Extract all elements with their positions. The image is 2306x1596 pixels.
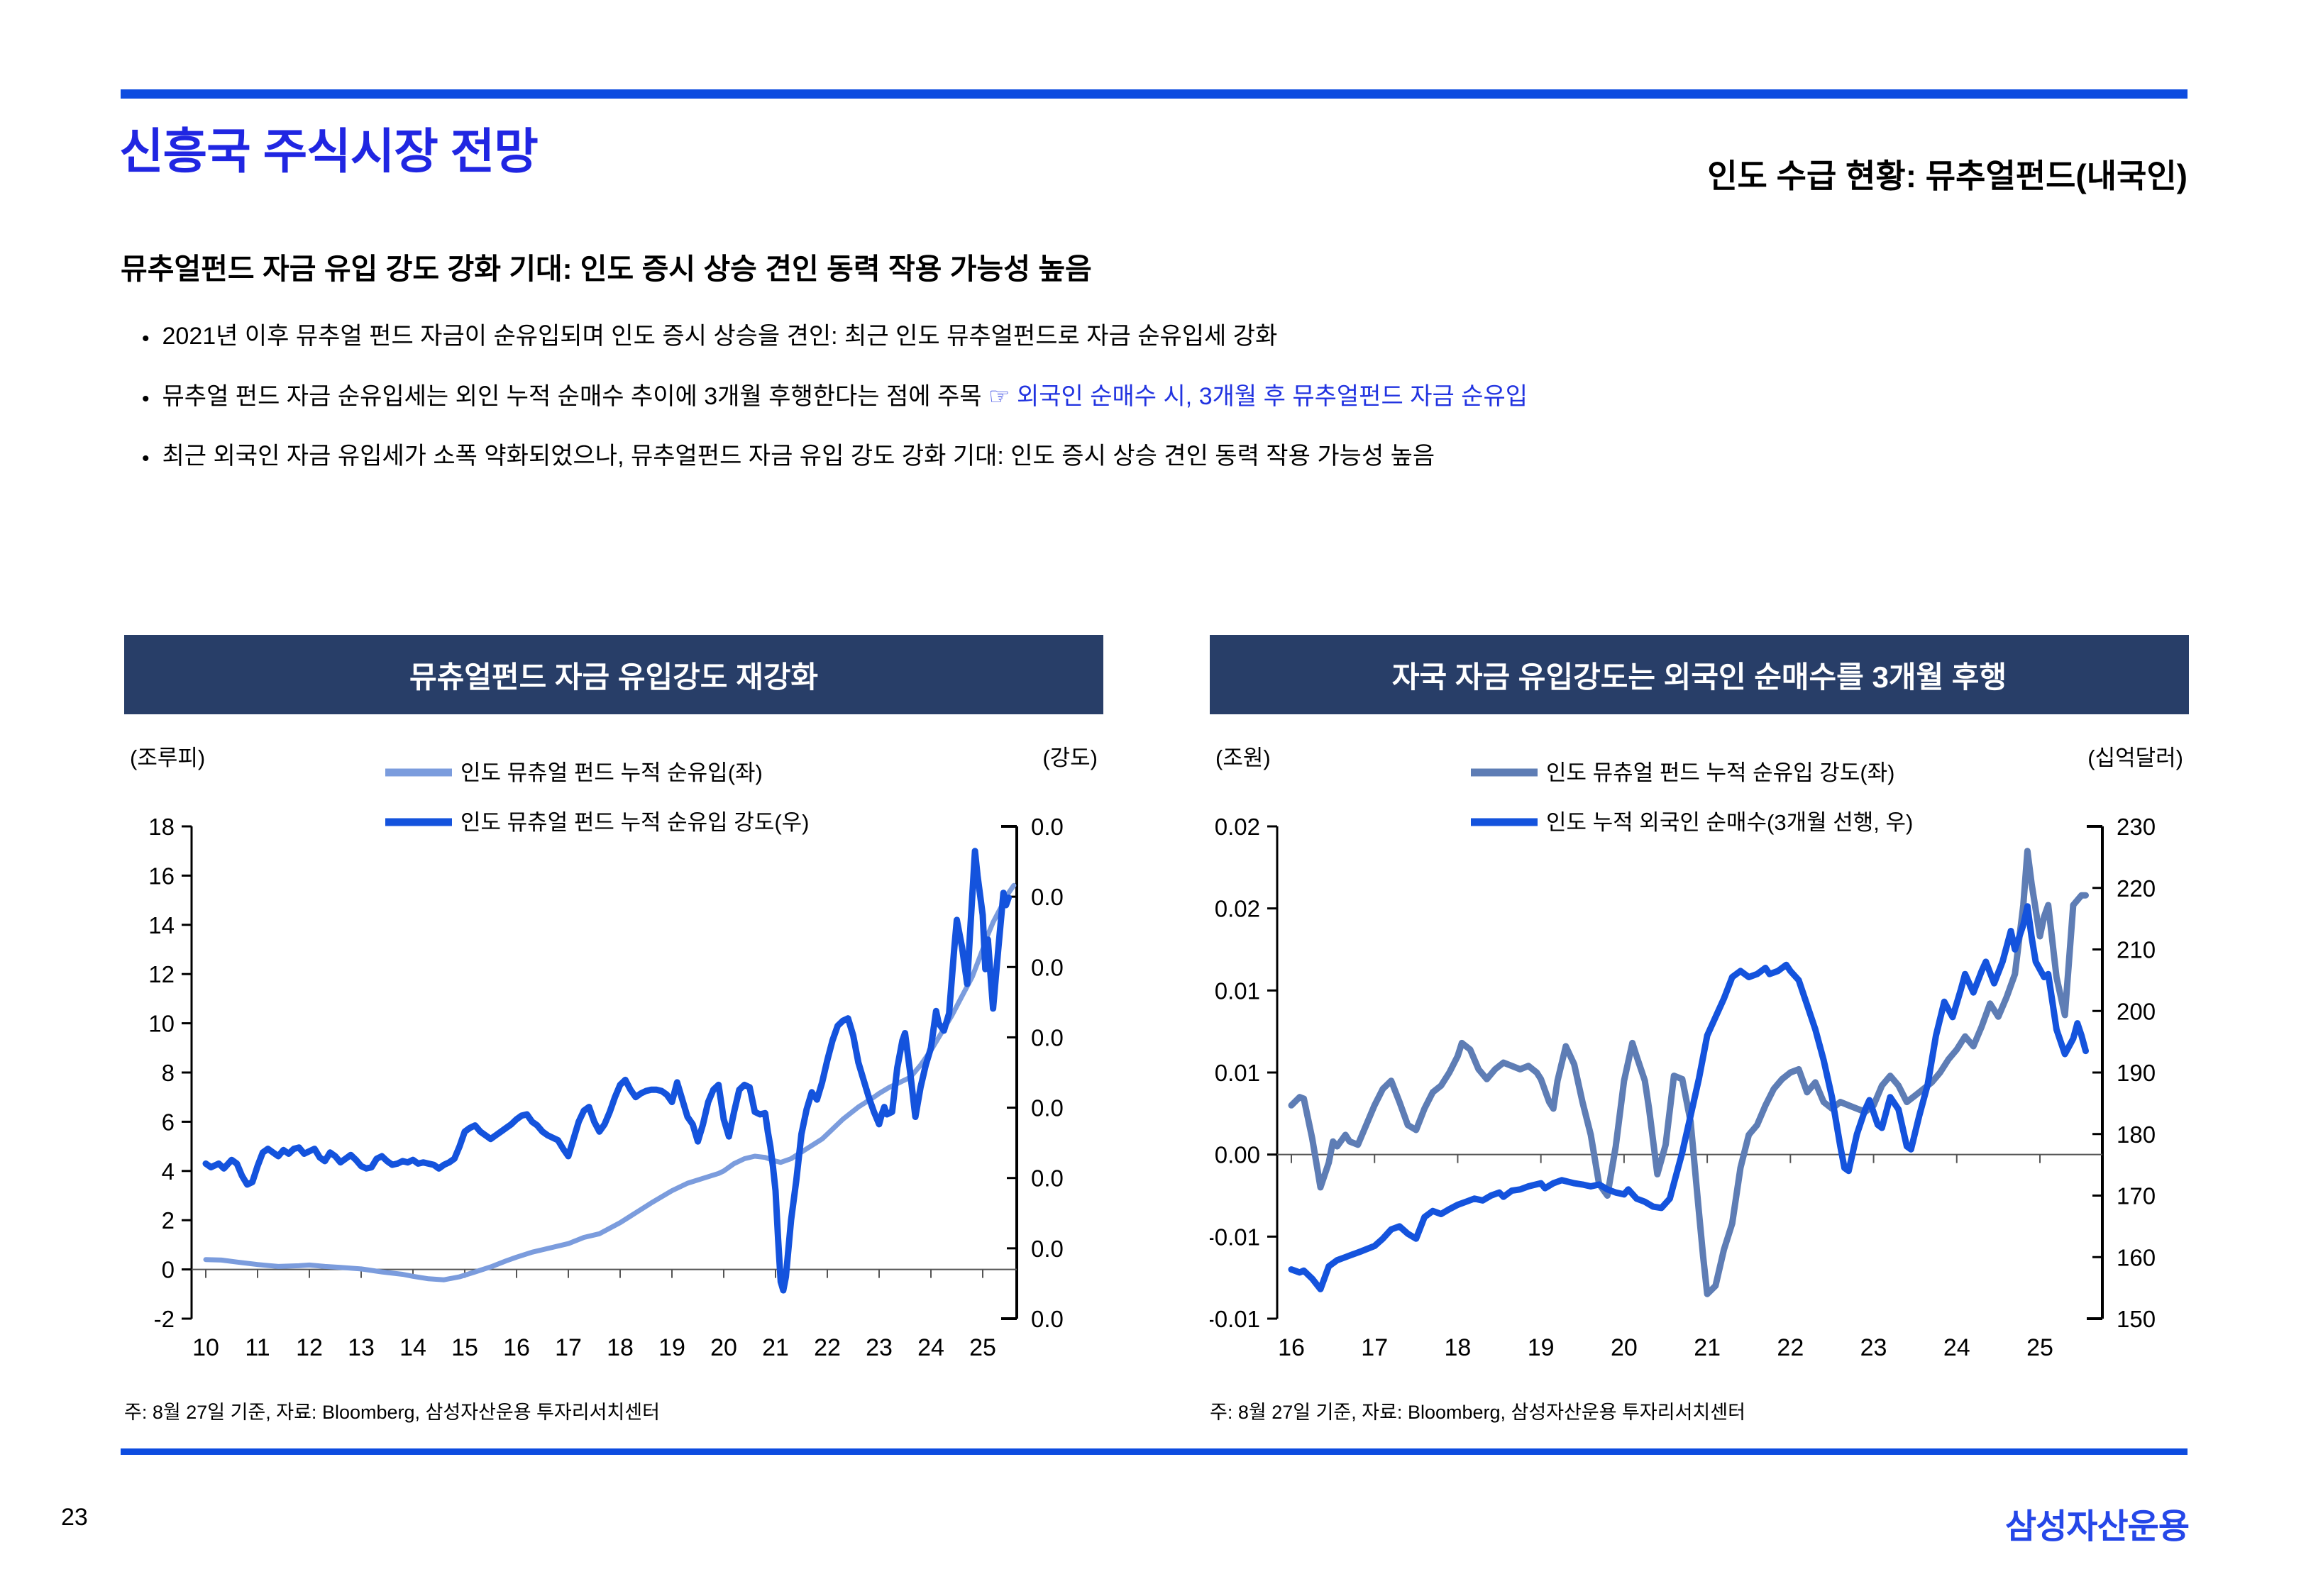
bullet-highlight-text: ☞ 외국인 순매수 시, 3개월 후 뮤추얼펀드 자금 순유입 [988, 382, 1528, 410]
svg-text:20: 20 [710, 1334, 737, 1361]
svg-text:인도 뮤츄얼 펀드 누적 순유입(좌): 인도 뮤츄얼 펀드 누적 순유입(좌) [460, 760, 763, 785]
svg-text:(조루피): (조루피) [130, 746, 205, 770]
svg-text:13: 13 [348, 1334, 375, 1361]
svg-text:0.00: 0.00 [1215, 1142, 1260, 1168]
svg-text:0.02: 0.02 [1215, 896, 1260, 922]
svg-text:인도 누적 외국인 순매수(3개월 선행, 우): 인도 누적 외국인 순매수(3개월 선행, 우) [1546, 810, 1913, 835]
left-chart-title-bar: 뮤츄얼펀드 자금 유입강도 재강화 [124, 635, 1103, 714]
svg-text:18: 18 [1445, 1334, 1472, 1361]
svg-text:24: 24 [1943, 1334, 1970, 1361]
bullet-text: 최근 외국인 자금 유입세가 소폭 약화되었으나, 뮤추얼펀드 자금 유입 강도… [162, 443, 1435, 470]
svg-text:23: 23 [1860, 1334, 1887, 1361]
svg-text:(조원): (조원) [1215, 746, 1271, 770]
svg-text:0.01: 0.01 [1215, 1060, 1260, 1086]
svg-text:0: 0 [162, 1257, 175, 1283]
svg-text:-0.01: -0.01 [1210, 1224, 1260, 1250]
svg-text:2: 2 [162, 1207, 175, 1234]
svg-text:18: 18 [607, 1334, 634, 1361]
svg-text:(강도): (강도) [1042, 746, 1098, 770]
svg-text:-2: -2 [154, 1306, 175, 1332]
svg-text:23: 23 [866, 1334, 893, 1361]
svg-text:220: 220 [2117, 875, 2156, 902]
bullet-item: • 뮤추얼 펀드 자금 순유입세는 외인 누적 순매수 추이에 3개월 후행한다는… [142, 381, 2200, 414]
svg-text:160: 160 [2117, 1244, 2156, 1270]
svg-text:25: 25 [2026, 1334, 2053, 1361]
svg-text:0.0: 0.0 [1031, 1165, 1064, 1192]
svg-text:-0.01: -0.01 [1210, 1306, 1260, 1332]
right-chart-title-bar: 자국 자금 유입강도는 외국인 순매수를 3개월 후행 [1210, 635, 2189, 714]
svg-text:16: 16 [503, 1334, 530, 1361]
page-number: 23 [61, 1504, 88, 1531]
svg-text:17: 17 [1361, 1334, 1388, 1361]
svg-text:16: 16 [1278, 1334, 1305, 1361]
bullet-item: • 최근 외국인 자금 유입세가 소폭 약화되었으나, 뮤추얼펀드 자금 유입 강… [142, 440, 2200, 474]
svg-text:인도 뮤츄얼 펀드 누적 순유입 강도(우): 인도 뮤츄얼 펀드 누적 순유입 강도(우) [460, 810, 810, 835]
svg-text:200: 200 [2117, 998, 2156, 1024]
svg-text:12: 12 [148, 961, 175, 987]
svg-text:14: 14 [399, 1334, 426, 1361]
svg-text:25: 25 [969, 1334, 996, 1361]
svg-text:12: 12 [296, 1334, 323, 1361]
svg-text:0.0: 0.0 [1031, 1024, 1064, 1051]
svg-text:4: 4 [162, 1158, 175, 1185]
svg-text:15: 15 [451, 1334, 478, 1361]
svg-text:17: 17 [555, 1334, 582, 1361]
bullet-marker: • [142, 387, 150, 411]
section-subtitle-right: 인도 수급 현황: 뮤추얼펀드(내국인) [1707, 157, 2188, 194]
svg-text:21: 21 [762, 1334, 789, 1361]
svg-text:0.0: 0.0 [1031, 954, 1064, 980]
svg-text:0.0: 0.0 [1031, 1095, 1064, 1121]
right-chart-svg: (조원) (십억달러) 인도 뮤츄얼 펀드 누적 순유입 강도(좌) 인도 누적 외국… [1210, 746, 2183, 1361]
bullet-marker: • [142, 327, 150, 350]
page-title: 신흥국 주식시장 전망 [119, 125, 539, 179]
top-divider-rule [121, 89, 2188, 99]
svg-text:(십억달러): (십억달러) [2087, 746, 2183, 770]
bullet-marker: • [142, 447, 150, 470]
svg-text:19: 19 [1528, 1334, 1555, 1361]
bullet-item: • 2021년 이후 뮤추얼 펀드 자금이 순유입되며 인도 증시 상승을 견인:… [142, 321, 2200, 354]
svg-text:8: 8 [162, 1060, 175, 1086]
svg-text:0.0: 0.0 [1031, 1306, 1064, 1332]
svg-text:인도 뮤츄얼 펀드 누적 순유입 강도(좌): 인도 뮤츄얼 펀드 누적 순유입 강도(좌) [1546, 760, 1895, 785]
bullet-list: • 2021년 이후 뮤추얼 펀드 자금이 순유입되며 인도 증시 상승을 견인:… [142, 321, 2200, 501]
svg-text:190: 190 [2117, 1060, 2156, 1086]
svg-text:22: 22 [1777, 1334, 1804, 1361]
svg-text:16: 16 [148, 863, 175, 889]
svg-text:24: 24 [917, 1334, 944, 1361]
svg-text:20: 20 [1611, 1334, 1638, 1361]
svg-text:14: 14 [148, 912, 175, 938]
svg-text:18: 18 [148, 814, 175, 840]
right-chart-source-note: 주: 8월 27일 기준, 자료: Bloomberg, 삼성자산운용 투자리서… [1210, 1402, 1745, 1423]
left-chart-svg: (조루피) (강도) 인도 뮤츄얼 펀드 누적 순유입(좌) 인도 뮤츄얼 펀드 누적… [130, 746, 1098, 1361]
svg-text:0.01: 0.01 [1215, 977, 1260, 1004]
svg-text:11: 11 [245, 1334, 270, 1361]
svg-text:0.02: 0.02 [1215, 814, 1260, 840]
left-chart-source-note: 주: 8월 27일 기준, 자료: Bloomberg, 삼성자산운용 투자리서… [124, 1402, 660, 1423]
svg-text:0.0: 0.0 [1031, 1236, 1064, 1262]
svg-text:0.0: 0.0 [1031, 884, 1064, 910]
svg-text:230: 230 [2117, 814, 2156, 840]
chart-panel-left: 뮤츄얼펀드 자금 유입강도 재강화 (조루피) (강도) 인도 뮤츄얼 펀드 누적 … [124, 635, 1103, 1424]
svg-text:10: 10 [192, 1334, 219, 1361]
company-logo: 삼성자산운용 [2005, 1508, 2190, 1546]
lead-heading: 뮤추얼펀드 자금 유입 강도 강화 기대: 인도 증시 상승 견인 동력 작용 … [121, 253, 1092, 285]
bottom-divider-rule [121, 1448, 2188, 1455]
svg-text:210: 210 [2117, 937, 2156, 963]
svg-text:150: 150 [2117, 1306, 2156, 1332]
svg-text:21: 21 [1694, 1334, 1721, 1361]
svg-text:22: 22 [814, 1334, 841, 1361]
chart-panel-right: 자국 자금 유입강도는 외국인 순매수를 3개월 후행 (조원) (십억달러) 인도… [1210, 635, 2189, 1424]
svg-text:180: 180 [2117, 1121, 2156, 1148]
bullet-text: 뮤추얼 펀드 자금 순유입세는 외인 누적 순매수 추이에 3개월 후행한다는 … [162, 382, 1528, 410]
svg-text:6: 6 [162, 1109, 175, 1135]
svg-text:10: 10 [148, 1011, 175, 1037]
svg-text:170: 170 [2117, 1183, 2156, 1209]
bullet-text: 2021년 이후 뮤추얼 펀드 자금이 순유입되며 인도 증시 상승을 견인: … [162, 323, 1278, 350]
svg-text:19: 19 [658, 1334, 685, 1361]
svg-text:0.0: 0.0 [1031, 814, 1064, 840]
